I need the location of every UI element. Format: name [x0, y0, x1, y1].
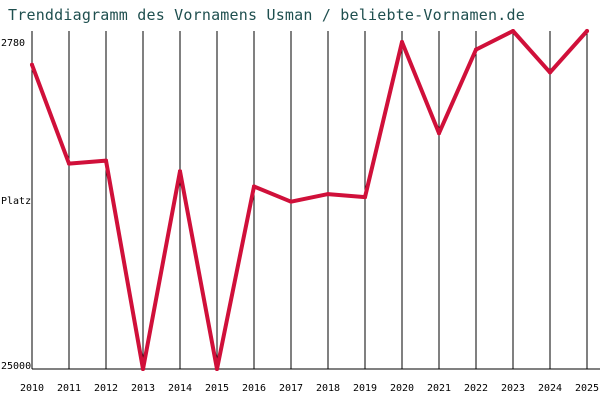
data-point	[289, 199, 293, 204]
data-point	[178, 169, 182, 174]
x-tick-label: 2020	[390, 383, 414, 394]
y-axis-label: Platz	[1, 196, 31, 207]
x-tick-label: 2022	[464, 383, 488, 394]
x-tick-label: 2024	[538, 383, 562, 394]
y-tick-label: 2780	[1, 38, 25, 49]
x-tick-label: 2025	[575, 383, 599, 394]
data-point	[104, 158, 108, 163]
x-tick-label: 2019	[353, 383, 377, 394]
data-point	[474, 47, 478, 52]
x-tick-label: 2014	[168, 383, 192, 394]
data-point	[326, 192, 330, 197]
chart-title: Trenddiagramm des Vornamens Usman / beli…	[8, 6, 525, 24]
data-point	[30, 62, 34, 67]
gridlines	[31, 31, 600, 370]
data-point	[141, 367, 145, 371]
data-point	[548, 70, 552, 75]
x-tick-label: 2016	[242, 383, 266, 394]
data-point	[511, 29, 515, 33]
data-point	[363, 195, 367, 200]
x-tick-label: 2017	[279, 383, 303, 394]
x-tick-label: 2010	[20, 383, 44, 394]
x-tick-label: 2023	[501, 383, 525, 394]
x-tick-label: 2011	[57, 383, 81, 394]
data-point	[585, 29, 589, 33]
data-point	[67, 161, 71, 166]
tick-labels: 2010 2011 2012 2013 2014 2015 2016 2017 2018 2019…	[1, 38, 599, 394]
data-point	[215, 367, 219, 371]
x-tick-label: 2015	[205, 383, 229, 394]
series-layer	[30, 29, 589, 371]
x-tick-label: 2021	[427, 383, 451, 394]
x-tick-label: 2018	[316, 383, 340, 394]
series-line	[30, 29, 589, 371]
x-tick-label: 2012	[94, 383, 118, 394]
y-tick-label: 25000	[1, 361, 31, 372]
data-point	[400, 39, 404, 44]
data-point	[252, 184, 256, 189]
x-tick-label: 2013	[131, 383, 155, 394]
data-point	[437, 131, 441, 136]
